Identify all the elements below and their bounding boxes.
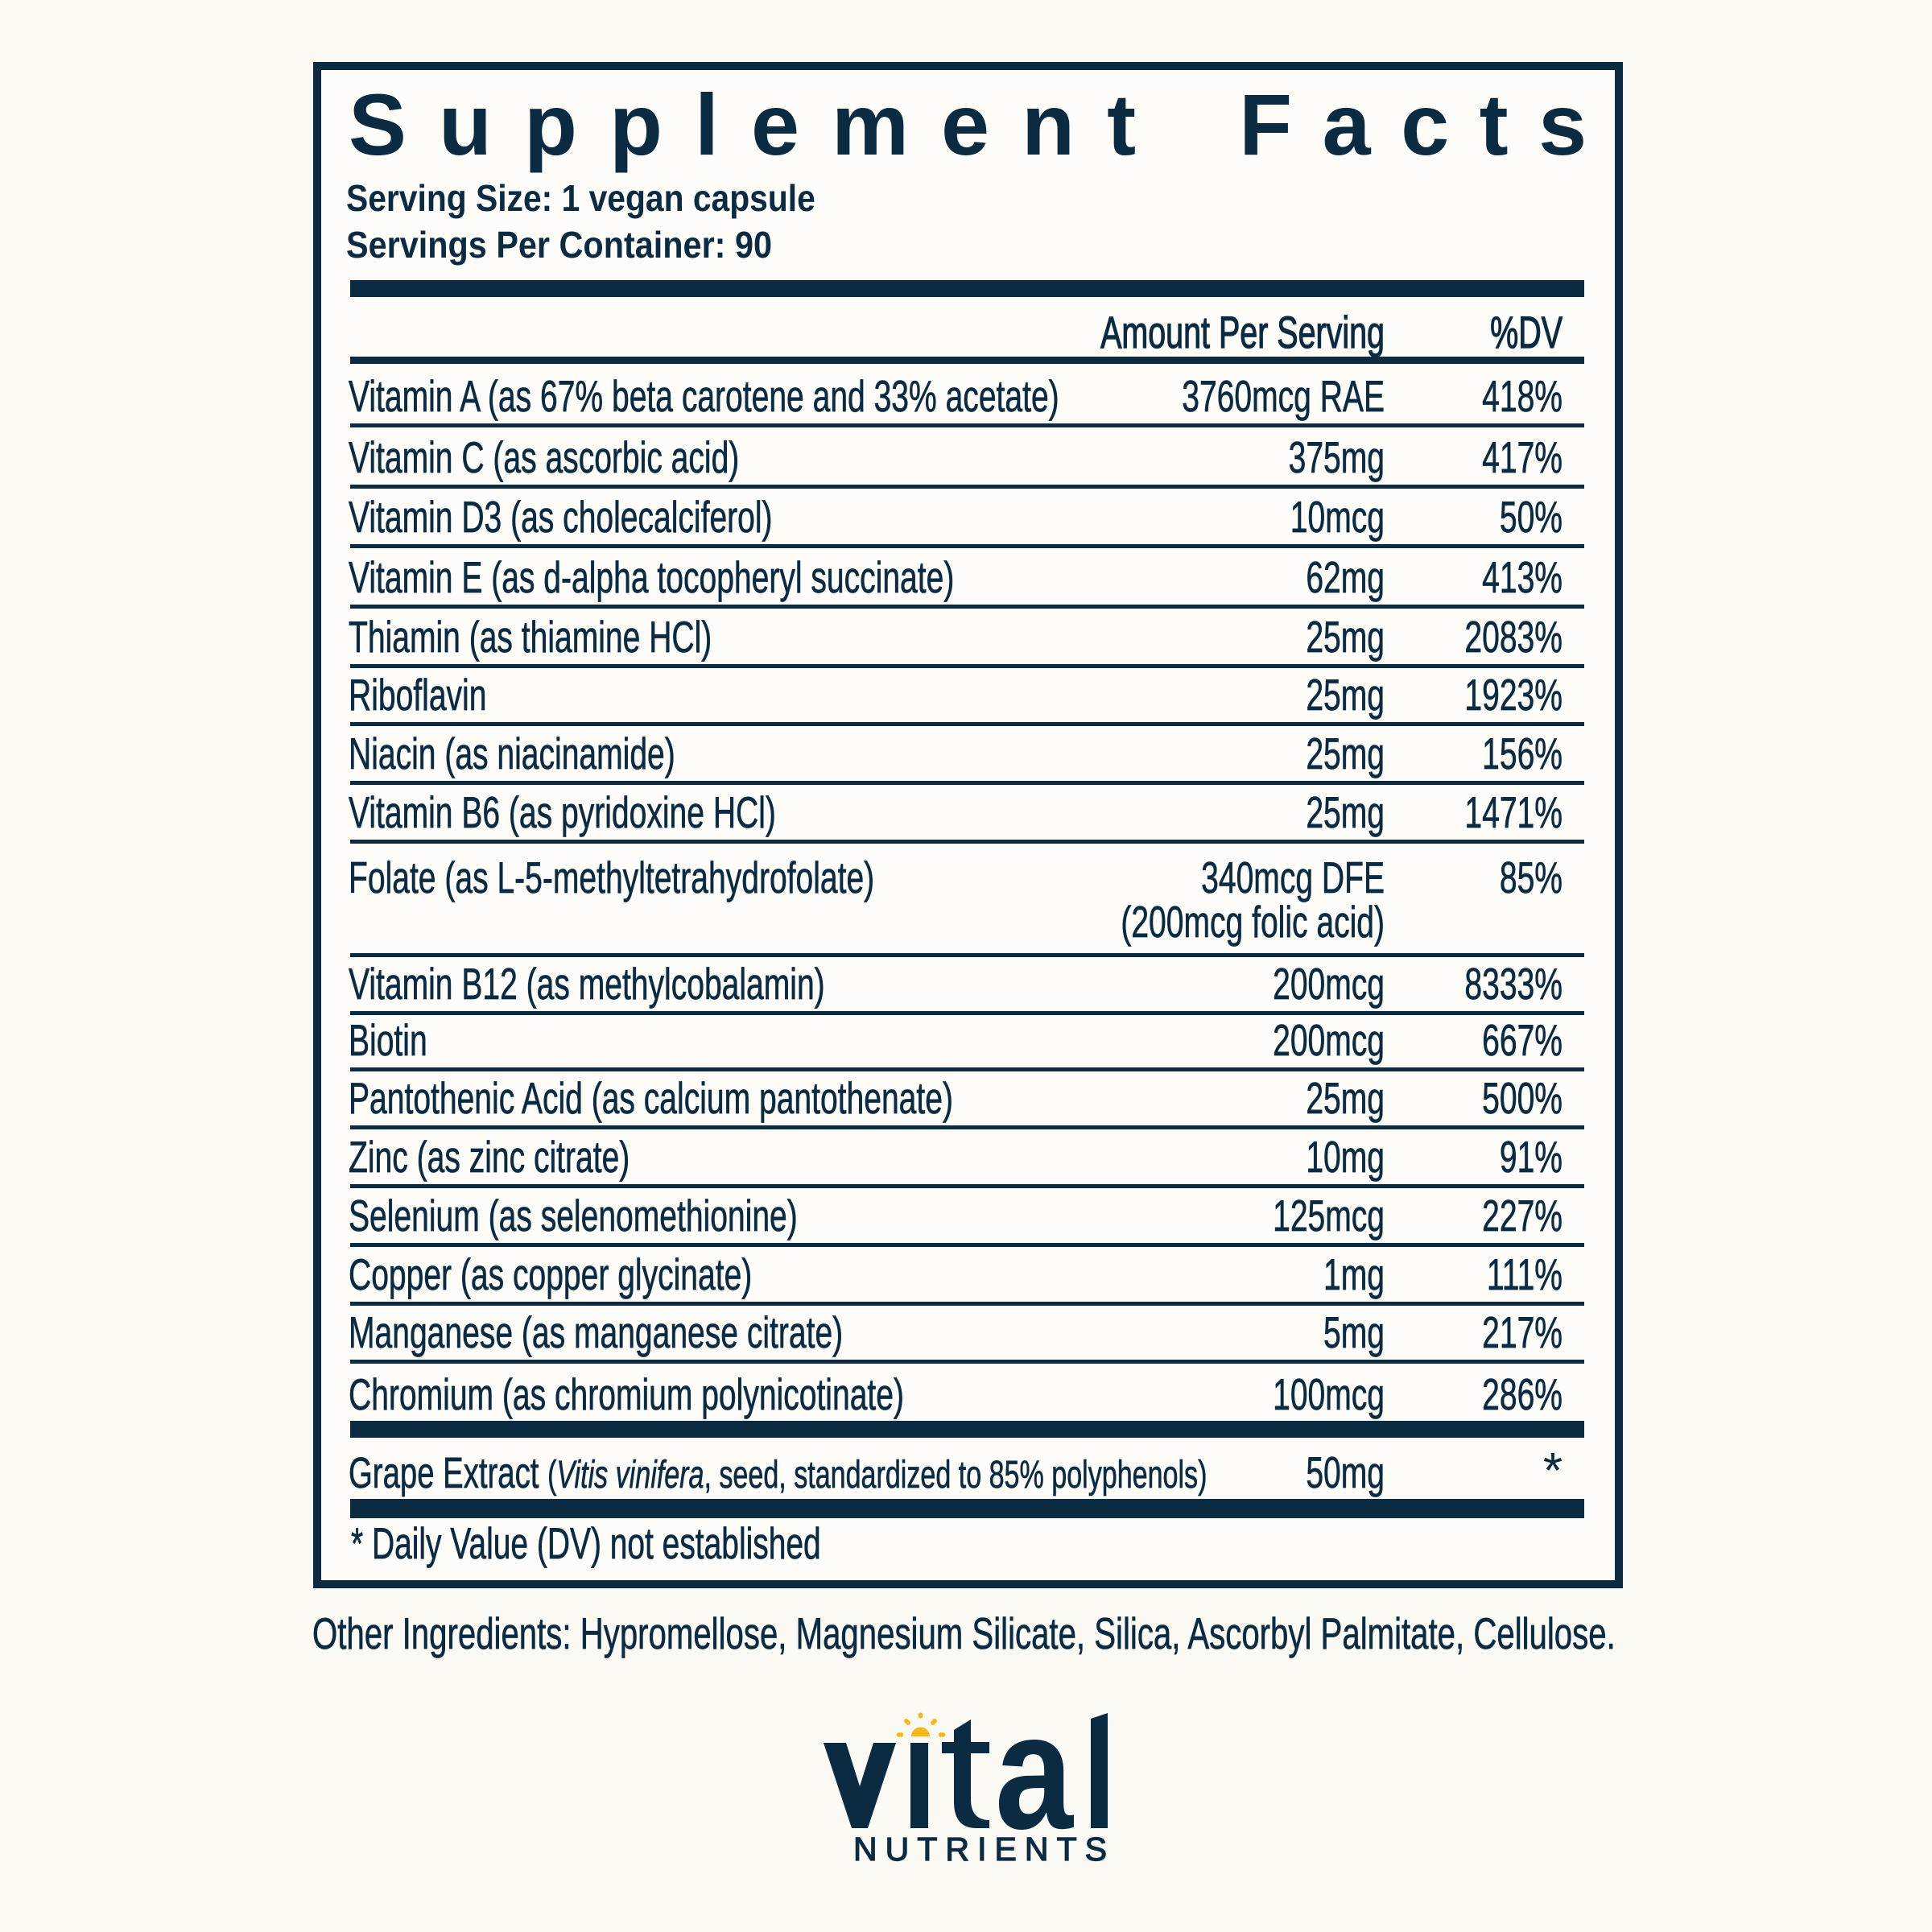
- svg-text:1923%: 1923%: [1464, 671, 1563, 720]
- svg-text:50%: 50%: [1500, 493, 1563, 543]
- svg-text:286%: 286%: [1482, 1371, 1563, 1420]
- svg-text:* Daily Value (DV) not establi: * Daily Value (DV) not established: [351, 1520, 821, 1569]
- svg-text:Vitamin E (as d-alpha tocopher: Vitamin E (as d-alpha tocopheryl succina…: [349, 554, 954, 603]
- svg-text:Vitamin A (as 67% beta caroten: Vitamin A (as 67% beta carotene and 33% …: [349, 373, 1059, 422]
- svg-text:Vitamin C (as ascorbic acid): Vitamin C (as ascorbic acid): [349, 434, 739, 483]
- svg-text:Vitamin B12 (as methylcobalami: Vitamin B12 (as methylcobalamin): [349, 960, 825, 1009]
- svg-text:Pantothenic Acid (as calcium p: Pantothenic Acid (as calcium pantothenat…: [349, 1075, 953, 1124]
- svg-text:Selenium (as selenomethionine): Selenium (as selenomethionine): [349, 1192, 798, 1241]
- svg-text:418%: 418%: [1482, 373, 1563, 422]
- svg-text:25mg: 25mg: [1306, 671, 1385, 720]
- svg-text:Chromium (as chromium polynico: Chromium (as chromium polynicotinate): [349, 1371, 904, 1420]
- svg-text:10mg: 10mg: [1306, 1133, 1385, 1183]
- svg-text:91%: 91%: [1500, 1133, 1563, 1183]
- svg-text:Folate (as L-5-methyltetrahydr: Folate (as L-5-methyltetrahydrofolate): [349, 854, 874, 903]
- svg-text:Supplement Facts: Supplement Facts: [349, 76, 1617, 173]
- svg-text:Serving Size: 1 vegan capsule: Serving Size: 1 vegan capsule: [346, 179, 815, 220]
- svg-text:85%: 85%: [1500, 854, 1563, 903]
- svg-text:Niacin (as niacinamide): Niacin (as niacinamide): [349, 730, 675, 779]
- svg-text:1471%: 1471%: [1464, 789, 1563, 838]
- svg-text:Manganese (as manganese citrat: Manganese (as manganese citrate): [349, 1309, 843, 1358]
- svg-text:3760mcg RAE: 3760mcg RAE: [1182, 373, 1385, 422]
- svg-text:Copper (as copper glycinate): Copper (as copper glycinate): [349, 1251, 752, 1300]
- svg-text:500%: 500%: [1482, 1075, 1563, 1124]
- svg-text:Amount Per Serving: Amount Per Serving: [1100, 308, 1385, 357]
- svg-text:*: *: [1543, 1443, 1563, 1499]
- svg-text:111%: 111%: [1487, 1251, 1563, 1300]
- svg-text:340mcg DFE: 340mcg DFE: [1201, 854, 1385, 903]
- svg-text:Other Ingredients: Hypromellos: Other Ingredients: Hypromellose, Magnesi…: [312, 1609, 1616, 1659]
- svg-text:1mg: 1mg: [1323, 1251, 1385, 1300]
- svg-text:%DV: %DV: [1490, 308, 1563, 357]
- svg-text:25mg: 25mg: [1306, 1075, 1385, 1124]
- svg-text:Biotin: Biotin: [349, 1017, 427, 1066]
- svg-text:417%: 417%: [1482, 434, 1563, 483]
- svg-text:100mcg: 100mcg: [1273, 1371, 1385, 1420]
- svg-text:Servings Per Container: 90: Servings Per Container: 90: [346, 225, 772, 266]
- svg-text:(200mcg folic acid): (200mcg folic acid): [1121, 898, 1385, 947]
- svg-text:5mg: 5mg: [1323, 1309, 1385, 1358]
- svg-text:Grape Extract (Vitis vinifera,: Grape Extract (Vitis vinifera, seed, sta…: [349, 1449, 1207, 1497]
- svg-text:62mg: 62mg: [1306, 554, 1385, 603]
- svg-text:25mg: 25mg: [1306, 613, 1385, 663]
- svg-text:375mg: 375mg: [1289, 434, 1385, 483]
- svg-text:227%: 227%: [1482, 1192, 1563, 1241]
- svg-text:217%: 217%: [1482, 1309, 1563, 1358]
- svg-text:2083%: 2083%: [1464, 613, 1563, 663]
- svg-text:Riboflavin: Riboflavin: [349, 671, 486, 720]
- svg-text:25mg: 25mg: [1306, 730, 1385, 779]
- svg-text:50mg: 50mg: [1306, 1449, 1385, 1498]
- svg-text:Thiamin (as thiamine HCl): Thiamin (as thiamine HCl): [349, 613, 712, 663]
- svg-text:25mg: 25mg: [1306, 789, 1385, 838]
- svg-text:667%: 667%: [1482, 1017, 1563, 1066]
- svg-text:8333%: 8333%: [1464, 960, 1563, 1009]
- svg-text:Vitamin D3 (as cholecalciferol: Vitamin D3 (as cholecalciferol): [349, 493, 773, 543]
- svg-text:10mcg: 10mcg: [1290, 493, 1385, 543]
- svg-text:413%: 413%: [1482, 554, 1563, 603]
- svg-text:NUTRIENTS: NUTRIENTS: [853, 1831, 1115, 1868]
- svg-text:200mcg: 200mcg: [1273, 1017, 1385, 1066]
- svg-text:156%: 156%: [1482, 730, 1563, 779]
- svg-text:Zinc (as zinc citrate): Zinc (as zinc citrate): [349, 1133, 630, 1183]
- svg-text:125mcg: 125mcg: [1273, 1192, 1385, 1241]
- svg-text:Vitamin B6 (as pyridoxine HCl): Vitamin B6 (as pyridoxine HCl): [349, 789, 776, 838]
- svg-text:200mcg: 200mcg: [1273, 960, 1385, 1009]
